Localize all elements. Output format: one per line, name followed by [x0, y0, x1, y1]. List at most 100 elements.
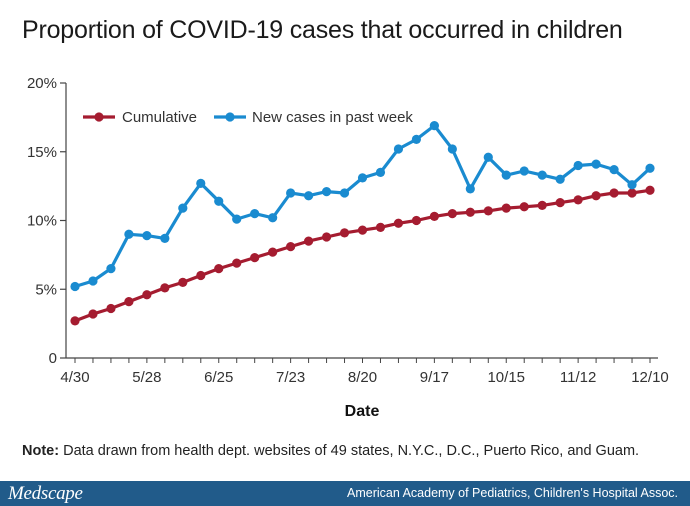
- data-point: [393, 218, 404, 228]
- data-point: [555, 174, 565, 184]
- legend-swatch-marker: [225, 112, 235, 122]
- x-tick-label: 7/23: [276, 369, 305, 386]
- data-point: [106, 303, 116, 314]
- data-point: [250, 253, 260, 263]
- series-0: [70, 185, 655, 326]
- data-point: [447, 209, 457, 219]
- data-point: [286, 242, 296, 252]
- data-point: [627, 188, 637, 198]
- data-point: [519, 166, 529, 176]
- data-point: [519, 202, 529, 212]
- x-tick-label: 11/12: [560, 369, 596, 386]
- data-point: [106, 264, 116, 274]
- data-point: [232, 214, 242, 224]
- x-tick-label: 8/20: [348, 369, 377, 386]
- y-tick-label: 10%: [27, 213, 57, 230]
- data-point: [232, 258, 242, 268]
- data-point: [411, 134, 422, 144]
- data-point: [286, 188, 296, 198]
- data-point: [645, 185, 655, 195]
- data-point: [573, 160, 583, 171]
- x-tick-label: 4/30: [60, 369, 89, 386]
- footnote-text: Data drawn from health dept. websites of…: [59, 443, 640, 459]
- series-layer: [70, 121, 655, 326]
- y-axis-ticks: 0 5% 10% 15% 20%: [27, 75, 66, 367]
- data-point: [160, 233, 170, 243]
- x-tick-label: 10/15: [487, 369, 525, 386]
- data-point: [501, 203, 511, 213]
- data-point: [591, 191, 601, 201]
- series-line: [74, 123, 652, 289]
- data-point: [178, 203, 188, 213]
- y-tick-label: 15%: [27, 144, 57, 161]
- data-point: [321, 187, 332, 197]
- x-axis-ticks: 4/30 5/28 6/25 7/23 8/20 9/17 10/15 11/12 12/10: [60, 358, 669, 386]
- chart-title: Proportion of COVID-19 cases that occurr…: [22, 16, 623, 44]
- data-point: [411, 215, 422, 226]
- data-point: [375, 222, 386, 232]
- data-point: [70, 281, 80, 292]
- x-tick-label: 12/10: [631, 369, 669, 386]
- data-point: [70, 316, 80, 326]
- data-point: [429, 121, 439, 131]
- data-point: [339, 228, 350, 238]
- data-point: [483, 206, 493, 216]
- line-chart: 0 5% 10% 15% 20% 4/30 5/28 6/25 7/23 8/20 9/17 10/…: [27, 75, 669, 420]
- data-point: [375, 167, 386, 177]
- data-point: [142, 290, 152, 300]
- data-point: [609, 165, 619, 175]
- data-point: [268, 247, 278, 257]
- data-point: [196, 178, 206, 188]
- x-tick-label: 9/17: [420, 369, 449, 386]
- x-tick-label: 5/28: [132, 369, 161, 386]
- data-point: [429, 211, 439, 221]
- data-point: [178, 277, 188, 287]
- legend-item: Cumulative: [83, 109, 197, 126]
- x-axis-title: Date: [345, 403, 380, 420]
- series-line: [74, 188, 651, 323]
- data-point: [250, 209, 260, 219]
- data-point: [124, 297, 134, 307]
- data-point: [537, 170, 547, 180]
- series-1: [70, 121, 655, 292]
- data-point: [627, 180, 637, 190]
- data-point: [321, 232, 332, 242]
- y-tick-label: 5%: [35, 281, 57, 298]
- data-point: [88, 309, 98, 319]
- legend-item: New cases in past week: [214, 109, 413, 126]
- y-tick-label: 0: [49, 350, 57, 367]
- data-point: [447, 144, 457, 154]
- data-point: [303, 191, 314, 201]
- source-credit: American Academy of Pediatrics, Children…: [347, 486, 678, 500]
- data-point: [357, 225, 368, 235]
- data-point: [339, 188, 350, 198]
- data-point: [555, 198, 565, 208]
- chart-legend: Cumulative New cases in past week: [83, 109, 413, 126]
- data-point: [609, 188, 619, 198]
- data-point: [501, 170, 511, 180]
- data-point: [573, 195, 583, 205]
- data-point: [645, 163, 655, 173]
- data-point: [196, 270, 206, 281]
- data-point: [88, 276, 98, 286]
- footnote: Note: Data drawn from health dept. websi…: [22, 443, 639, 459]
- data-point: [537, 200, 547, 210]
- legend-label: Cumulative: [122, 109, 197, 126]
- data-point: [465, 184, 475, 194]
- x-tick-label: 6/25: [204, 369, 233, 386]
- data-point: [142, 231, 152, 241]
- data-point: [214, 196, 224, 206]
- data-point: [483, 152, 493, 162]
- data-point: [124, 229, 134, 239]
- data-point: [214, 264, 224, 274]
- data-point: [591, 159, 601, 169]
- footer-bar: Medscape American Academy of Pediatrics,…: [0, 481, 690, 506]
- data-point: [303, 236, 314, 246]
- data-point: [357, 173, 368, 183]
- footnote-prefix: Note:: [22, 443, 60, 459]
- y-tick-label: 20%: [27, 75, 57, 92]
- data-point: [160, 283, 170, 293]
- data-point: [393, 144, 404, 154]
- data-point: [268, 213, 278, 223]
- legend-label: New cases in past week: [252, 109, 413, 126]
